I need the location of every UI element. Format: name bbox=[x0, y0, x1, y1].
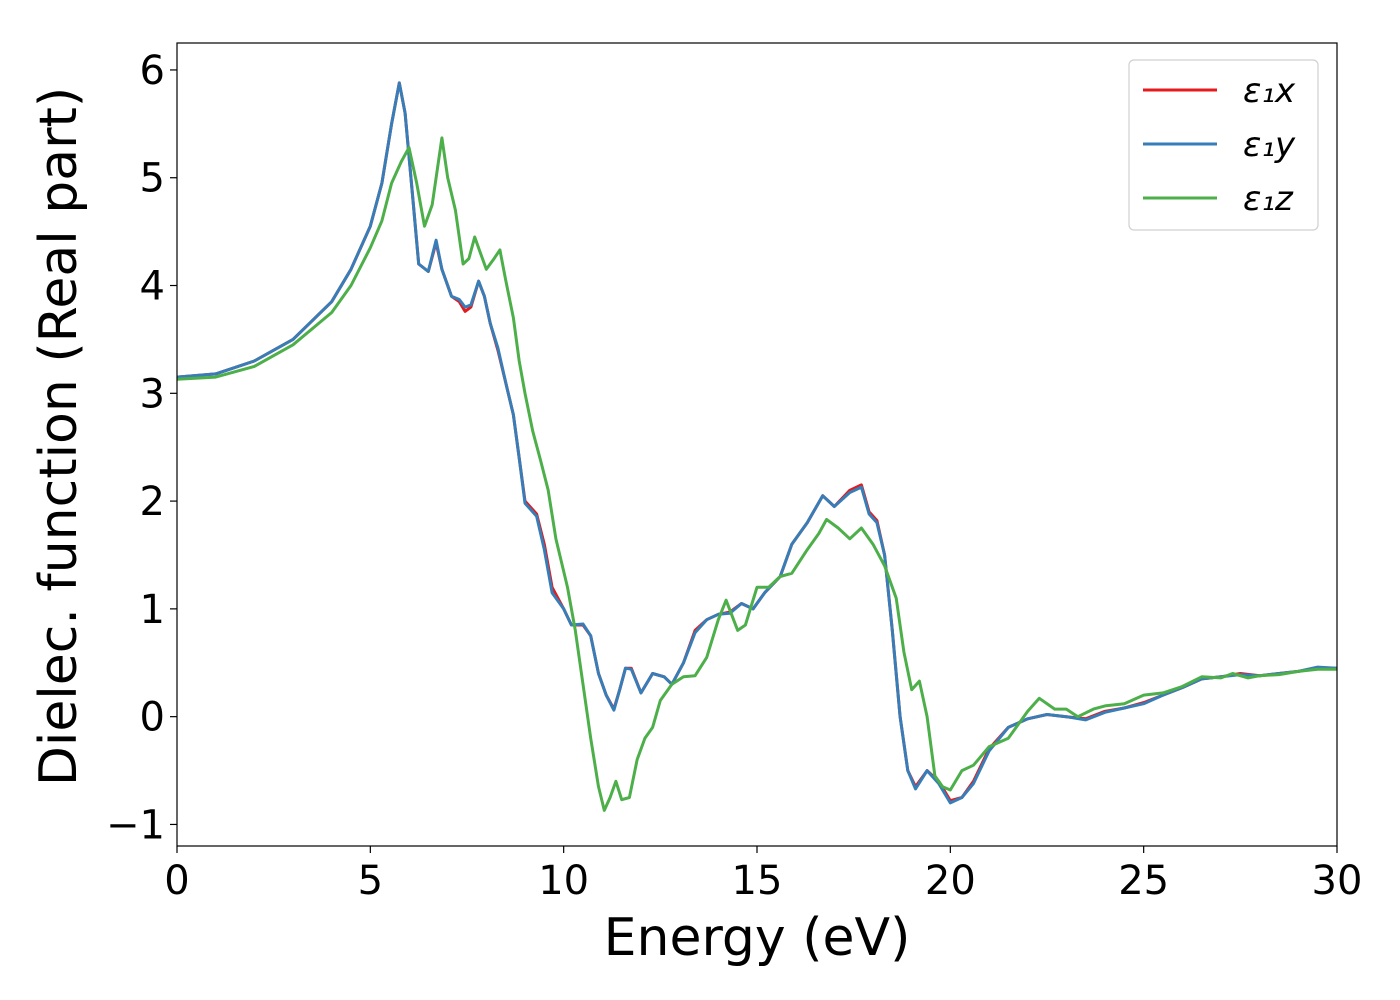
y-tick-label: 1 bbox=[140, 587, 165, 633]
y-tick-label: 5 bbox=[140, 156, 165, 202]
series-lines bbox=[176, 81, 1338, 812]
x-tick-label: 0 bbox=[164, 858, 189, 904]
x-tick-label: 25 bbox=[1118, 858, 1169, 904]
x-tick-label: 20 bbox=[925, 858, 976, 904]
legend: ε₁x ε₁y ε₁z bbox=[1128, 59, 1319, 231]
y-axis-label: Dielec. function (Real part) bbox=[29, 87, 89, 786]
x-tick-label: 10 bbox=[538, 858, 589, 904]
series-line-3 bbox=[176, 136, 1337, 812]
x-tick-label: 5 bbox=[358, 858, 383, 904]
legend-label-3: ε₁z bbox=[1243, 179, 1294, 219]
y-tick-label: 3 bbox=[140, 371, 165, 417]
y-tick-label: 0 bbox=[140, 695, 165, 741]
x-tick-label: 30 bbox=[1312, 858, 1363, 904]
x-tick-label: 15 bbox=[732, 858, 783, 904]
x-axis-label: Energy (eV) bbox=[604, 908, 911, 968]
x-axis-ticks: 0 5 10 15 20 25 30 bbox=[164, 846, 1362, 904]
y-tick-label: 4 bbox=[140, 264, 165, 310]
y-tick-label: 6 bbox=[140, 48, 165, 94]
legend-label-2: ε₁y bbox=[1243, 125, 1296, 165]
legend-label-1: ε₁x bbox=[1243, 71, 1296, 111]
legend-box bbox=[1128, 59, 1319, 231]
series-line-2 bbox=[176, 81, 1338, 805]
y-tick-label: 2 bbox=[140, 479, 165, 525]
y-tick-label: −1 bbox=[106, 802, 165, 848]
y-axis-ticks: −1 0 1 2 3 4 5 6 bbox=[106, 48, 177, 848]
